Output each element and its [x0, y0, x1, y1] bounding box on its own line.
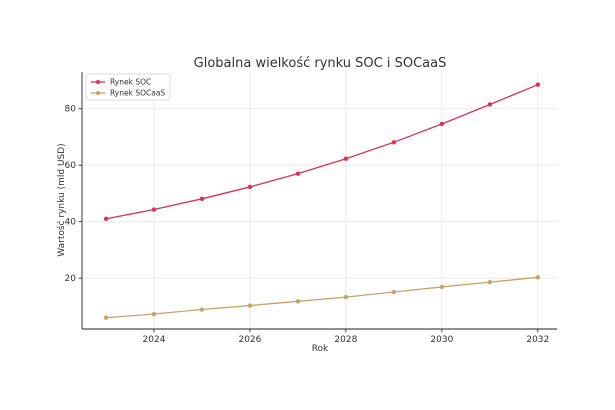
data-point — [343, 294, 349, 300]
legend-label: Rynek SOCaaS — [110, 89, 165, 98]
series-layer — [103, 82, 541, 320]
data-point — [439, 284, 445, 290]
y-tick-label: 20 — [65, 274, 77, 284]
legend-swatch-marker — [96, 91, 100, 95]
data-point — [199, 307, 205, 312]
data-point — [391, 289, 397, 295]
x-tick-label: 2032 — [526, 335, 549, 345]
y-tick-label: 80 — [65, 105, 77, 115]
series-line-2 — [105, 276, 538, 319]
data-point — [247, 184, 253, 190]
grid-layer — [82, 72, 557, 329]
axes-layer: 2024 2026 2028 2030 2032 20 40 60 80 — [65, 72, 557, 345]
y-tick-label: 60 — [65, 161, 77, 171]
data-point — [199, 196, 205, 202]
data-point — [295, 299, 301, 304]
data-point — [487, 102, 493, 107]
data-point — [103, 315, 109, 320]
x-tick-label: 2024 — [143, 335, 166, 345]
x-tick-label: 2026 — [238, 335, 261, 345]
data-point — [535, 275, 541, 280]
data-point — [343, 156, 349, 161]
x-tick-label: 2028 — [334, 335, 357, 345]
data-point — [247, 303, 253, 308]
legend-label: Rynek SOC — [110, 78, 151, 87]
data-point — [151, 207, 157, 212]
y-tick-label: 40 — [65, 218, 77, 228]
y-axis-label: Wartość rynku (mld USD) — [56, 143, 67, 256]
legend-swatch-marker — [96, 80, 100, 84]
data-point — [103, 216, 109, 222]
legend-box — [85, 73, 171, 101]
chart-title: Globalna wielkość rynku SOC i SOCaaS — [194, 56, 447, 71]
data-point — [439, 121, 445, 127]
data-point — [151, 311, 157, 317]
data-point — [535, 82, 541, 87]
series-line-1 — [105, 84, 539, 220]
x-axis-label: Rok — [312, 344, 329, 354]
data-point — [295, 171, 301, 176]
x-tick-label: 2030 — [430, 335, 453, 345]
data-point — [487, 279, 493, 285]
legend: Rynek SOC Rynek SOCaaS — [85, 73, 171, 101]
data-point — [391, 140, 397, 145]
